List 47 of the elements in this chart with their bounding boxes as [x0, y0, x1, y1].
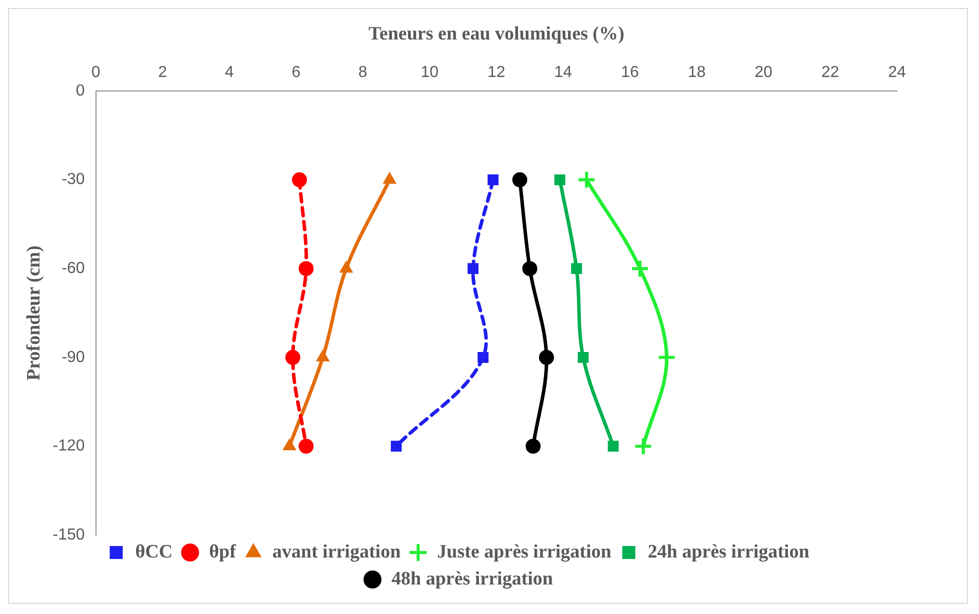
x-tick-label: 4 — [224, 64, 234, 81]
point — [634, 436, 653, 456]
y-tick-label: -150 — [52, 526, 85, 544]
point — [577, 170, 596, 190]
point — [478, 352, 489, 363]
x-tick-label: 22 — [821, 64, 840, 81]
point — [630, 259, 650, 278]
x-tick-label: 8 — [358, 64, 368, 81]
legend-label: Juste après irrigation — [437, 541, 612, 562]
point — [522, 261, 538, 276]
legend-label: 48h après irrigation — [392, 568, 554, 590]
x-tick-label: 10 — [420, 64, 439, 81]
legend-label: avant irrigation — [272, 541, 402, 562]
x-tick-label: 14 — [554, 64, 572, 81]
point — [298, 261, 314, 276]
x-tick-label: 6 — [292, 64, 301, 81]
point — [608, 440, 619, 452]
y-tick-label: -30 — [62, 171, 85, 188]
x-tick-label: 20 — [754, 64, 772, 81]
point — [526, 438, 541, 454]
point — [578, 352, 589, 363]
point — [292, 172, 307, 188]
point — [571, 263, 582, 274]
x-tick-label: 18 — [688, 64, 706, 81]
y-tick-label: -60 — [62, 260, 85, 278]
point — [390, 440, 402, 452]
y-tick-label: 0 — [76, 82, 85, 100]
y-axis-title: Profondeur (cm) — [23, 246, 44, 380]
legend-label: 24h après irrigation — [648, 541, 810, 562]
legend-label: θCC — [135, 541, 173, 562]
legend-label: θpf — [209, 541, 237, 562]
point — [468, 263, 478, 274]
point — [538, 350, 554, 365]
y-tick-label: -90 — [62, 348, 85, 366]
point — [298, 438, 314, 454]
y-tick-label: -120 — [52, 438, 85, 455]
point — [512, 172, 528, 188]
point — [657, 348, 676, 367]
point — [554, 174, 566, 186]
x-tick-label: 2 — [158, 64, 168, 81]
x-axis-title: Teneurs en eau volumiques (%) — [368, 23, 624, 44]
point — [285, 350, 300, 365]
point — [488, 174, 499, 186]
x-tick-label: 24 — [888, 64, 906, 81]
x-tick-label: 16 — [621, 64, 639, 81]
x-tick-label: 12 — [488, 64, 506, 81]
x-tick-label: 0 — [91, 64, 100, 81]
